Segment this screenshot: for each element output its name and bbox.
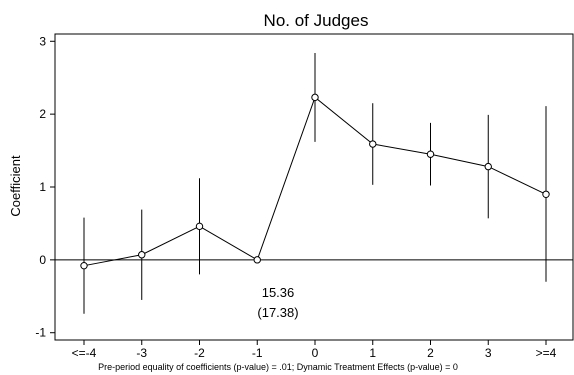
x-tick-label: -2 — [194, 346, 205, 360]
data-point — [426, 150, 435, 158]
x-tick-label: >=4 — [536, 346, 557, 360]
y-tick-label: 3 — [39, 34, 46, 48]
annotation-value: 15.36 — [262, 285, 295, 300]
data-point — [80, 261, 88, 270]
data-point — [311, 93, 319, 102]
data-point — [195, 222, 204, 231]
data-point — [484, 162, 492, 171]
chart-footnote: Pre-period equality of coefficients (p-v… — [98, 362, 458, 372]
data-point — [369, 140, 377, 148]
y-tick-label: 2 — [39, 107, 46, 121]
x-tick-label: 3 — [485, 346, 492, 360]
data-point — [138, 251, 146, 259]
series-markers — [80, 93, 550, 270]
y-tick-label: 1 — [39, 180, 46, 194]
y-tick-label: -1 — [35, 326, 46, 340]
y-axis-label: Coefficient — [8, 155, 23, 217]
y-axis-ticks: -1 0 1 2 3 — [35, 34, 55, 340]
x-tick-label: -1 — [252, 346, 263, 360]
x-tick-label: -3 — [136, 346, 147, 360]
x-tick-label: 1 — [369, 346, 376, 360]
x-tick-label: 0 — [312, 346, 319, 360]
x-axis-ticks: <=-4 -3 -2 -1 0 1 2 3 >=4 — [72, 340, 557, 360]
chart-title: No. of Judges — [264, 11, 369, 30]
data-point — [542, 190, 550, 198]
x-tick-label: <=-4 — [72, 346, 97, 360]
data-point — [253, 256, 261, 264]
x-tick-label: 2 — [427, 346, 434, 360]
y-tick-label: 0 — [39, 253, 46, 267]
annotation-se: (17.38) — [257, 305, 298, 320]
